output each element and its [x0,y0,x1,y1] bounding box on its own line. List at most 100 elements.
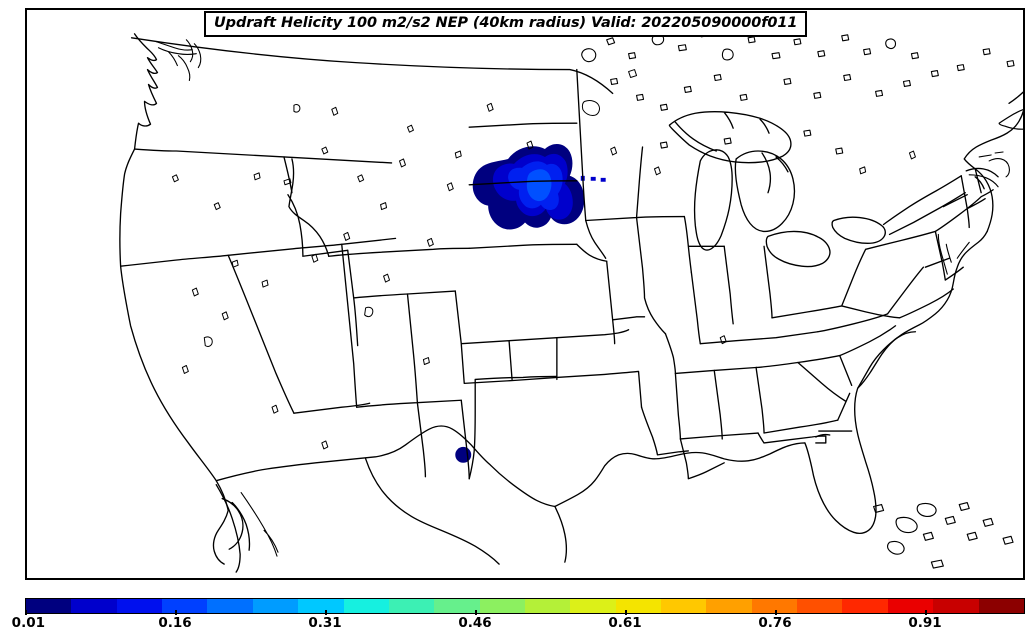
gulf-of-california [240,492,279,557]
border-mn-ia-wi [585,146,686,222]
colorbar-band-14 [661,599,707,613]
contour-level-0.01-texas [455,446,472,463]
colorbar-band-0 [26,599,72,613]
colorbar-band-4 [207,599,253,613]
border-ne-new-england [934,168,994,233]
border-nv-ut-az [293,243,371,414]
bahamas-cuba-islands [873,501,1014,569]
colorbar-tick-label-4: 0.61 [608,615,642,631]
contour-speckle-east [580,175,606,182]
colorbar-band-9 [434,599,480,613]
border-ia-il-mo [611,216,667,335]
maine-maritimes-coast [1008,91,1023,105]
colorbar-band-12 [570,599,616,613]
border-mt-wy [328,247,470,257]
nova-scotia [998,109,1023,130]
lake-superior [668,110,792,164]
colorbar-tick-0 [25,610,27,615]
cape-cod-long-island [968,151,1010,188]
contour-shape-west-texas [455,446,472,463]
colorbar-band-5 [252,599,299,613]
colorbar-band-11 [524,599,571,613]
colorbar-band-19 [887,599,934,613]
border-id-mt [288,158,330,257]
border-ok-ar-tx [556,337,643,408]
canada-lakes-speckle [581,30,1015,155]
colorbar-band-8 [388,599,435,613]
colorbar-band-15 [706,599,752,613]
us-mexico-border [215,425,556,508]
border-or-ca-nv [119,237,397,267]
atlantic-coast-southeast [856,230,988,390]
colorbar-band-6 [298,599,344,613]
mexico-gulf-coast [364,458,568,565]
border-nd-sd [468,122,578,249]
colorbar-band-2 [116,599,163,613]
contour-level-0.16 [526,169,552,202]
colorbar-band-3 [162,599,208,613]
colorbar-tick-label-0: 0.01 [11,615,45,631]
colorbar-tick-label-1: 0.16 [158,615,192,631]
colorbar-band-17 [797,599,843,613]
colorbar-band-16 [751,599,798,613]
lake-ontario [831,216,886,245]
colorbar-band-13 [615,599,662,613]
pacific-coastline [119,33,244,565]
border-ca-nv-diag [227,254,295,414]
colorbar-band-10 [479,599,525,613]
colorbar-gradient [25,598,1025,614]
colorbar-tick-2 [325,610,327,615]
st-lawrence-river [882,175,966,236]
border-al-ga-fl [757,432,827,444]
plot-title-box: Updraft Helicity 100 m2/s2 NEP (40km rad… [204,11,808,37]
lake-erie [765,230,831,268]
border-wy-ut-co [347,249,456,347]
chesapeake-bay [937,233,970,275]
colorbar-band-21 [978,599,1024,613]
border-ne-ia-mo [576,219,608,262]
border-oh-pa-wv [771,230,937,319]
border-tn-ms-al-ga [674,366,839,440]
map-canvas [119,30,1023,573]
probability-field-layer [455,144,606,463]
colorbar-band-1 [71,599,117,613]
border-ut-az-nm [356,293,462,408]
colorbar-tick-6 [925,610,927,615]
puget-sound-detail [155,39,202,82]
colorbar-tick-label-2: 0.31 [308,615,342,631]
colorbar-band-20 [933,599,979,613]
plot-title-text: Updraft Helicity 100 m2/s2 NEP (40km rad… [214,15,798,31]
interior-small-lakes [171,69,916,450]
border-ga-sc-nc [797,354,853,421]
border-il-in-oh [690,245,773,345]
colorbar-band-7 [343,599,389,613]
colorbar-tick-3 [475,610,477,615]
mississippi-louisiana [640,406,725,480]
colorbar-tick-label-6: 0.91 [908,615,942,631]
colorbar-tick-5 [775,610,777,615]
colorbar-band-18 [842,599,888,613]
contour-shape-iowa-nebraska [472,144,606,230]
border-id-or-nv [287,194,349,257]
geography-layer [119,30,1023,573]
colorbar-tick-axis: 0.01 0.16 0.31 0.46 0.61 0.76 0.91 [12,610,1025,640]
border-ks-mo [556,260,630,345]
baja-california [215,483,251,573]
border-mo-ar-ky-tn [664,331,819,375]
colorbar [25,598,1025,614]
border-co-nm-ks-ok [454,290,558,385]
border-mn-nd-sd [576,68,587,222]
colorbar-tick-label-3: 0.46 [458,615,492,631]
border-az-nm-south [416,399,470,480]
florida-peninsula [804,331,917,535]
border-wi-il [683,215,725,273]
colorbar-tick-label-5: 0.76 [758,615,792,631]
atlantic-coast-northeast [963,110,1023,233]
border-ny-pa-nj [898,230,964,319]
us-canada-border [130,37,614,95]
border-tx-nm-ok [468,375,558,480]
border-wa-id [283,156,293,194]
colorbar-tick-4 [625,610,627,615]
colorbar-tick-1 [175,610,177,615]
